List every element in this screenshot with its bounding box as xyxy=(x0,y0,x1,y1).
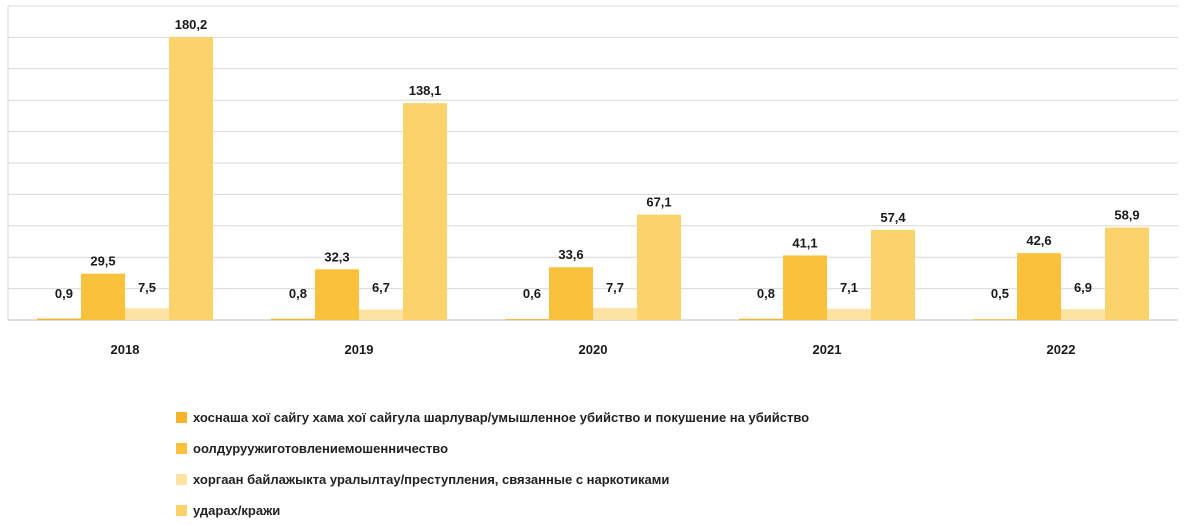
data-label: 6,7 xyxy=(372,280,390,295)
data-label: 7,7 xyxy=(606,280,624,295)
data-label: 42,6 xyxy=(1026,233,1051,248)
bar-2020-series-4 xyxy=(637,214,681,320)
bar-2020-series-2 xyxy=(549,267,593,320)
legend-label: хоргаан байлажыкта уралылтау/преступлени… xyxy=(193,472,670,487)
legend-swatch xyxy=(176,474,187,485)
legend-item: ударах/кражи xyxy=(176,495,809,526)
bar-2019-series-3 xyxy=(359,309,403,320)
bar-2019-series-2 xyxy=(315,269,359,320)
legend-swatch xyxy=(176,412,187,423)
x-tick-label: 2018 xyxy=(111,342,140,357)
data-label: 180,2 xyxy=(175,17,208,32)
data-label: 58,9 xyxy=(1114,208,1139,223)
data-label: 41,1 xyxy=(792,235,817,250)
legend-item: хоснаша хої сайгу хама хої сайгула шарлу… xyxy=(176,402,809,433)
bar-2021-series-4 xyxy=(871,229,915,320)
legend-swatch xyxy=(176,443,187,454)
bar-2020-series-3 xyxy=(593,307,637,320)
x-tick-label: 2022 xyxy=(1047,342,1076,357)
bar-2021-series-3 xyxy=(827,308,871,320)
bar-2022-series-3 xyxy=(1061,309,1105,320)
legend-item: оолдуруужиготовлениемошенничество xyxy=(176,433,809,464)
data-label: 67,1 xyxy=(646,195,671,210)
legend-label: оолдуруужиготовлениемошенничество xyxy=(193,441,449,456)
data-label: 0,9 xyxy=(55,286,73,301)
bar-2022-series-2 xyxy=(1017,253,1061,320)
data-label: 57,4 xyxy=(880,210,906,225)
x-tick-label: 2021 xyxy=(813,342,842,357)
data-label: 33,6 xyxy=(558,247,583,262)
bar-2018-series-3 xyxy=(125,308,169,320)
bar-2022-series-4 xyxy=(1105,227,1149,320)
bar-2020-series-1 xyxy=(505,319,549,320)
x-tick-label: 2019 xyxy=(345,342,374,357)
legend-label: ударах/кражи xyxy=(193,503,281,518)
bar-2018-series-2 xyxy=(81,273,125,320)
data-label: 138,1 xyxy=(409,83,442,98)
data-label: 7,1 xyxy=(840,280,858,295)
data-label: 0,8 xyxy=(289,286,307,301)
legend-swatch xyxy=(176,505,187,516)
data-label: 29,5 xyxy=(90,254,115,269)
data-label: 32,3 xyxy=(324,249,349,264)
data-label: 0,6 xyxy=(523,286,541,301)
legend: хоснаша хої сайгу хама хої сайгула шарлу… xyxy=(176,402,809,526)
bar-2018-series-1 xyxy=(37,318,81,320)
bar-2022-series-1 xyxy=(973,319,1017,320)
data-label: 0,8 xyxy=(757,286,775,301)
data-label: 7,5 xyxy=(138,280,156,295)
bar-2021-series-2 xyxy=(783,255,827,320)
bar-2019-series-1 xyxy=(271,318,315,320)
x-tick-label: 2020 xyxy=(579,342,608,357)
data-label: 6,9 xyxy=(1074,280,1092,295)
data-label: 0,5 xyxy=(991,286,1009,301)
bar-2021-series-1 xyxy=(739,318,783,320)
bar-2019-series-4 xyxy=(403,103,447,320)
legend-item: хоргаан байлажыкта уралылтау/преступлени… xyxy=(176,464,809,495)
bar-2018-series-4 xyxy=(169,37,213,320)
legend-label: хоснаша хої сайгу хама хої сайгула шарлу… xyxy=(193,410,810,425)
